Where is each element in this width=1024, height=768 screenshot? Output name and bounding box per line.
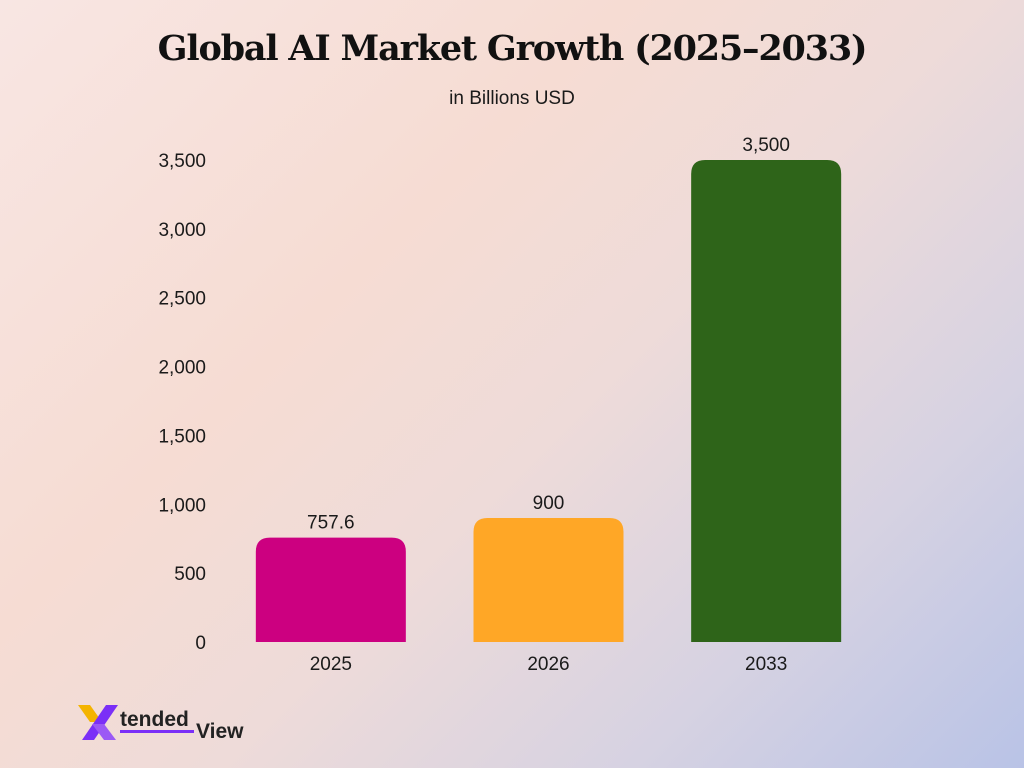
y-tick-label: 1,500 [158,426,206,447]
y-tick-label: 3,000 [158,220,206,241]
x-tick-label: 2026 [527,654,569,675]
chart-title: Global AI Market Growth (2025–2033) [157,28,868,69]
y-tick-label: 2,500 [158,289,206,310]
logo-underline [120,730,194,733]
bar-chart: 0 500 1,000 1,500 2,000 2,500 3,000 3,500 757.6… [158,135,842,675]
logo-text-tended: tended [120,708,189,731]
data-label-2025: 757.6 [307,513,355,534]
bar-2026 [473,518,624,642]
bar-2025 [255,537,406,642]
xtendedview-logo: tended View [78,705,244,743]
logo-text-view: View [196,720,244,743]
y-tick-label: 500 [174,564,206,585]
bars: 757.6 900 3,500 [255,135,842,642]
x-tick-label: 2033 [745,654,787,675]
x-tick-label: 2025 [310,654,352,675]
y-axis: 0 500 1,000 1,500 2,000 2,500 3,000 3,500 [158,151,206,654]
x-axis: 2025 2026 2033 [310,654,788,675]
y-tick-label: 0 [195,633,206,654]
logo-x-stroke-main [82,705,118,740]
logo-x-stroke-bottom [92,724,116,740]
chart-subtitle: in Billions USD [449,88,575,109]
y-tick-label: 3,500 [158,151,206,172]
y-tick-label: 1,000 [158,495,206,516]
data-label-2026: 900 [533,493,565,514]
y-tick-label: 2,000 [158,358,206,379]
bar-2033 [691,160,842,642]
data-label-2033: 3,500 [742,135,790,156]
logo-x-stroke-top [78,705,102,722]
